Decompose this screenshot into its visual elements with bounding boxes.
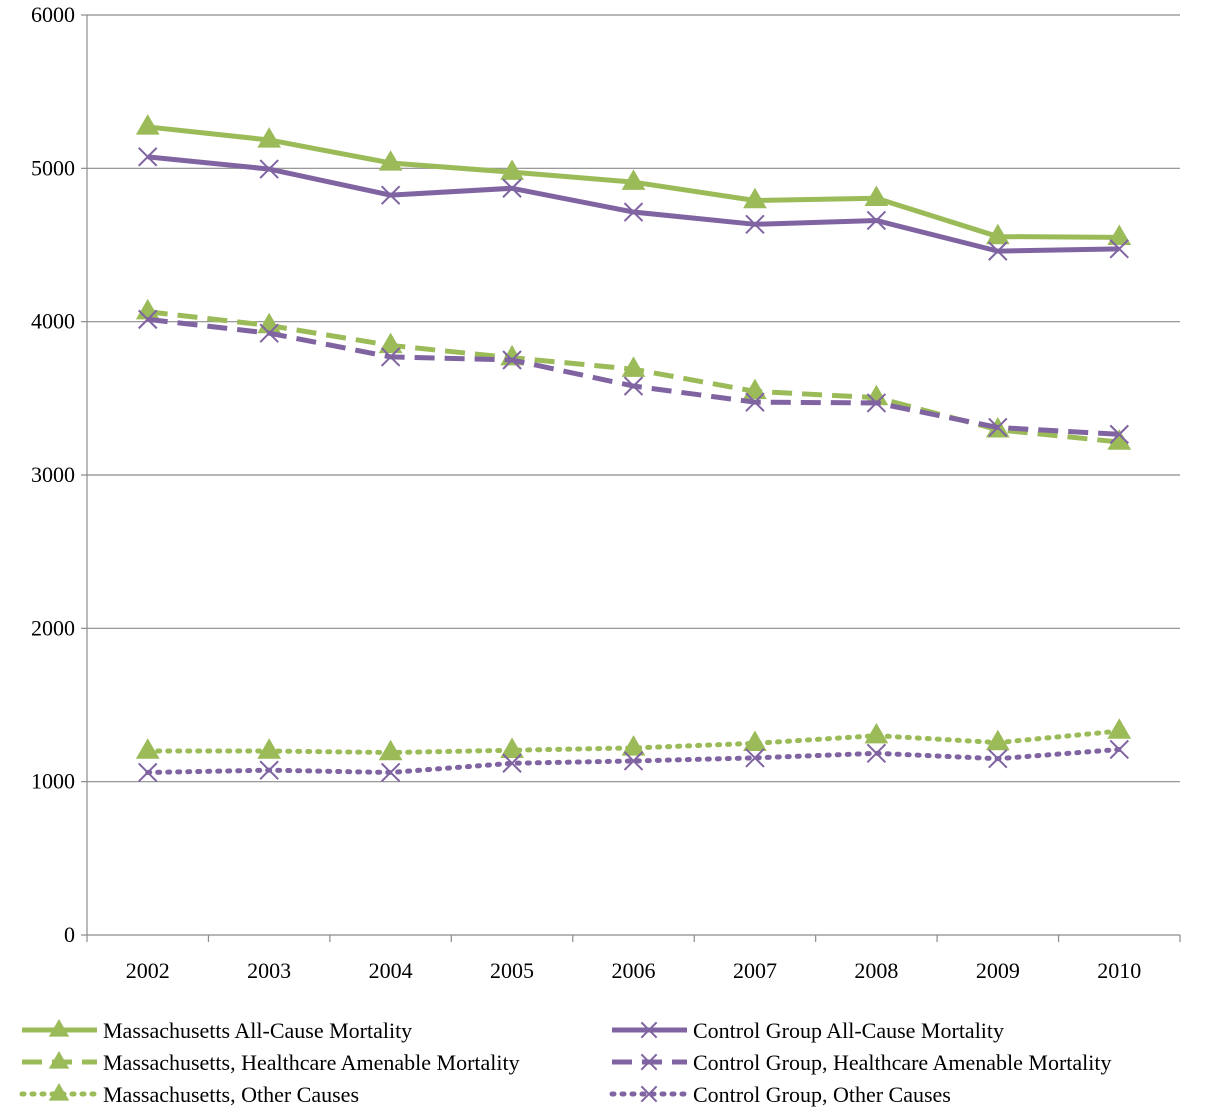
legend-marker: [48, 1082, 70, 1101]
gridlines: [87, 14, 1180, 783]
legend-marker: [640, 1021, 658, 1039]
legend-marker: [640, 1053, 658, 1071]
data-point: [502, 350, 522, 370]
data-point: [866, 210, 887, 231]
legend-entry: Massachusetts, Other Causes: [19, 1082, 359, 1107]
legend-label: Control Group, Healthcare Amenable Morta…: [693, 1050, 1112, 1075]
data-point: [257, 127, 282, 148]
data-point: [621, 169, 646, 190]
data-point: [1109, 739, 1129, 760]
x-tick-label: 2010: [1097, 958, 1141, 983]
legend-marker: [48, 1018, 70, 1037]
data-point: [988, 417, 1008, 438]
y-tick-label: 0: [64, 922, 75, 947]
legend-label: Massachusetts All-Cause Mortality: [103, 1018, 412, 1043]
data-point: [988, 748, 1008, 769]
data-point: [985, 729, 1010, 751]
data-point: [864, 185, 889, 206]
x-tick-label: 2005: [490, 958, 534, 983]
x-tick-label: 2007: [733, 958, 777, 983]
data-point: [743, 730, 767, 752]
y-tick-label: 1000: [31, 769, 75, 794]
y-tick-label: 3000: [31, 462, 75, 487]
data-point: [623, 376, 644, 396]
data-point: [135, 298, 160, 320]
x-tick-label: 2003: [247, 958, 291, 983]
y-tick-label: 4000: [31, 309, 75, 334]
data-point: [502, 753, 522, 773]
legend-entry: Control Group, Other Causes: [609, 1082, 951, 1107]
data-point: [745, 748, 765, 768]
data-point: [378, 739, 403, 761]
legend-marker: [640, 1085, 658, 1103]
data-point: [1107, 718, 1132, 739]
series-lines: [135, 114, 1132, 783]
legend-entry: Control Group All-Cause Mortality: [612, 1018, 1004, 1043]
series-line: [145, 728, 1122, 756]
data-point: [866, 743, 887, 764]
data-point: [1109, 424, 1129, 445]
y-tick-label: 6000: [31, 2, 75, 27]
data-point: [500, 159, 524, 180]
data-point: [380, 762, 401, 783]
data-point: [138, 762, 158, 783]
data-point: [745, 214, 765, 235]
series-4: [135, 718, 1132, 761]
data-point: [988, 241, 1008, 261]
series-2: [135, 298, 1132, 450]
y-tick-label: 5000: [31, 155, 75, 180]
legend-entry: Massachusetts All-Cause Mortality: [22, 1018, 412, 1043]
legend-label: Massachusetts, Other Causes: [103, 1082, 359, 1107]
legend-label: Control Group, Other Causes: [693, 1082, 951, 1107]
data-point: [621, 356, 646, 377]
data-point: [135, 738, 160, 759]
series-3: [138, 309, 1129, 445]
data-point: [866, 393, 887, 413]
x-tick-label: 2004: [369, 958, 413, 983]
data-point: [985, 223, 1010, 245]
series-line: [145, 746, 1122, 775]
data-point: [259, 323, 279, 343]
data-point: [380, 347, 401, 367]
x-tick-label: 2006: [612, 958, 656, 983]
x-tick-label: 2009: [976, 958, 1020, 983]
data-point: [621, 735, 646, 756]
data-point: [743, 378, 767, 400]
x-tick-label: 2002: [126, 958, 170, 983]
data-point: [1107, 224, 1132, 246]
data-point: [135, 114, 160, 135]
legend-entry: Control Group, Healthcare Amenable Morta…: [612, 1050, 1112, 1075]
data-point: [257, 312, 282, 334]
data-point: [138, 147, 158, 167]
series-0: [135, 114, 1132, 246]
data-point: [378, 332, 403, 354]
data-point: [380, 185, 401, 205]
x-tick-label: 2008: [854, 958, 898, 983]
legend-label: Control Group All-Cause Mortality: [693, 1018, 1004, 1043]
y-tick-label: 2000: [31, 615, 75, 640]
y-axis-ticks: 0 1000 2000 3000 4000 5000 6000: [31, 2, 87, 947]
legend-marker: [48, 1050, 70, 1069]
data-point: [257, 738, 282, 759]
legend-entry: Massachusetts, Healthcare Amenable Morta…: [22, 1050, 520, 1075]
series-1: [138, 147, 1129, 261]
data-point: [138, 309, 158, 330]
data-point: [259, 159, 279, 179]
data-point: [259, 760, 279, 780]
legend: Massachusetts All-Cause Mortality Control…: [19, 1018, 1112, 1107]
data-point: [1109, 239, 1129, 259]
data-point: [378, 150, 403, 171]
data-point: [500, 737, 524, 758]
x-axis-ticks: 2002 2003 2004 2005 2006 2007 2008 2009 2010: [86, 935, 1181, 983]
legend-label: Massachusetts, Healthcare Amenable Morta…: [103, 1050, 520, 1075]
series-5: [138, 739, 1129, 783]
data-point: [502, 178, 522, 198]
data-point: [864, 722, 889, 744]
data-point: [743, 187, 767, 209]
data-point: [623, 751, 644, 771]
data-point: [745, 392, 765, 412]
data-point: [623, 202, 644, 222]
